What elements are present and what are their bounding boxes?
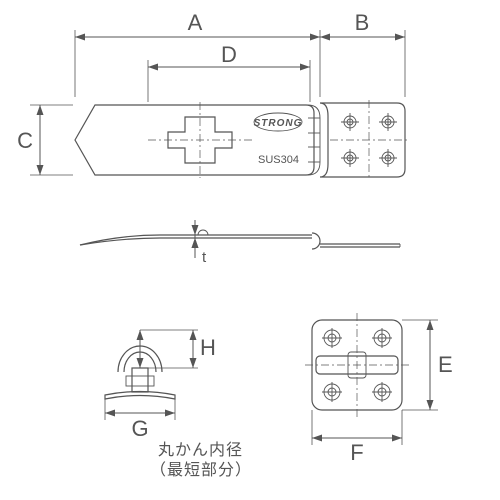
dim-label-t: t	[202, 249, 207, 266]
material-label: SUS304	[258, 154, 299, 166]
svg-text:STRONG: STRONG	[254, 118, 303, 129]
dim-label-b: B	[355, 10, 370, 35]
dim-label-f: F	[350, 440, 363, 465]
dim-label-a: A	[188, 10, 203, 35]
dim-label-g: G	[131, 416, 148, 441]
staple-plate-view	[305, 313, 409, 417]
dim-label-e: E	[438, 352, 453, 377]
dim-label-c: C	[17, 128, 33, 153]
dim-label-d: D	[221, 42, 237, 67]
dim-label-h: H	[200, 335, 216, 360]
jp-annotation-1: 丸かん内径	[158, 441, 243, 459]
side-view	[80, 230, 400, 249]
logo-strong: STRONG	[254, 113, 303, 131]
jp-annotation-2: （最短部分）	[150, 461, 252, 479]
